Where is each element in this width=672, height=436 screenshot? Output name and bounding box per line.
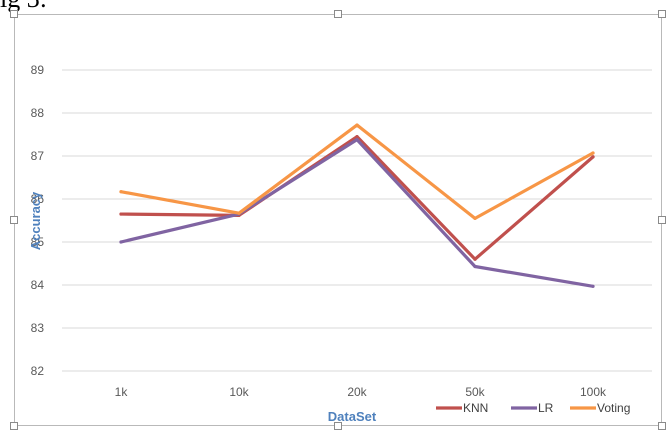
- resize-handle-top-right[interactable]: [658, 10, 666, 18]
- data-point-voting: [591, 151, 595, 155]
- y-tick-label: 88: [31, 106, 45, 120]
- data-point-voting: [237, 211, 241, 215]
- resize-handle-top[interactable]: [334, 10, 342, 18]
- y-tick-label: 89: [31, 63, 45, 77]
- data-point-knn: [591, 155, 595, 159]
- x-tick-label: 20k: [347, 385, 367, 399]
- resize-handle-bottom-left[interactable]: [10, 422, 18, 430]
- gridlines: [62, 69, 652, 372]
- y-tick-label: 83: [31, 321, 45, 335]
- y-axis-title: Accuracy: [28, 191, 43, 250]
- data-point-lr: [119, 240, 123, 244]
- data-point-knn: [355, 135, 359, 139]
- y-tick-label: 84: [31, 278, 45, 292]
- y-tick-label: 86: [31, 192, 45, 206]
- legend: KNN LR Voting: [436, 401, 630, 415]
- data-point-lr: [355, 138, 359, 142]
- legend-label-knn: KNN: [463, 401, 488, 415]
- y-tick-label: 82: [31, 364, 45, 378]
- resize-handle-left[interactable]: [10, 216, 18, 224]
- y-axis-ticks: 82 83 84 85 86 87 88 89: [31, 63, 45, 378]
- x-tick-label: 10k: [229, 385, 249, 399]
- series-line-knn[interactable]: [119, 135, 595, 261]
- resize-handle-bottom[interactable]: [334, 422, 342, 430]
- data-point-lr: [473, 264, 477, 269]
- data-point-lr: [591, 284, 595, 288]
- data-point-knn: [473, 257, 477, 261]
- legend-label-lr: LR: [538, 401, 554, 415]
- data-point-voting: [355, 123, 359, 127]
- data-point-voting: [119, 190, 123, 194]
- series-lines: [119, 123, 595, 288]
- x-axis-title: DataSet: [328, 409, 377, 424]
- x-tick-label: 1k: [115, 385, 129, 399]
- resize-handle-right[interactable]: [658, 216, 666, 224]
- data-point-voting: [473, 216, 477, 220]
- x-tick-label: 100k: [580, 385, 607, 399]
- data-point-knn: [119, 212, 123, 216]
- y-tick-label: 87: [31, 149, 45, 163]
- x-axis-ticks: 1k 10k 20k 50k 100k: [115, 385, 607, 399]
- resize-handle-top-left[interactable]: [10, 10, 18, 18]
- y-tick-label: 85: [31, 235, 45, 249]
- series-line-lr[interactable]: [119, 138, 595, 288]
- resize-handle-bottom-right[interactable]: [658, 422, 666, 430]
- figure-caption: ig 3:: [0, 0, 47, 12]
- x-tick-label: 50k: [465, 385, 485, 399]
- legend-label-voting: Voting: [597, 401, 630, 415]
